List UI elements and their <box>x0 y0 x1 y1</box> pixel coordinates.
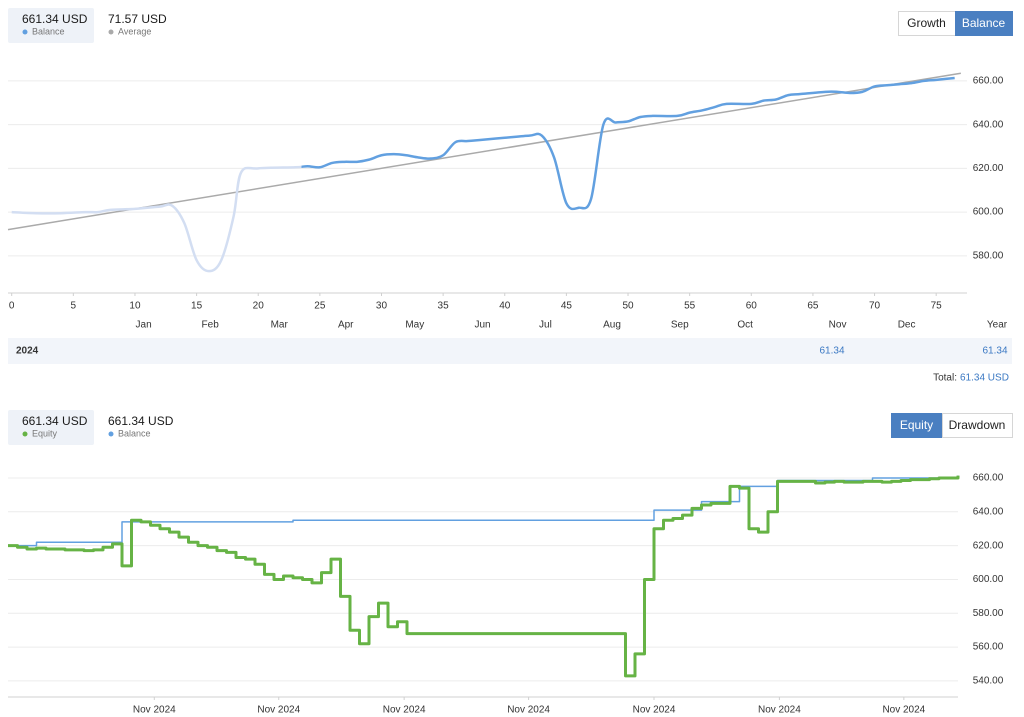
series-line <box>8 475 960 678</box>
y-tick-label: 620.00 <box>973 540 1004 551</box>
x-tick-label: 45 <box>561 301 573 312</box>
stat-value: 661.34 USD <box>22 12 88 26</box>
legend-label: Average <box>118 26 151 36</box>
x-tick-label: 40 <box>499 301 511 312</box>
tab-button-label[interactable]: Balance <box>962 16 1006 30</box>
x-tick-label: 0 <box>9 301 15 312</box>
tab-button-label[interactable]: Drawdown <box>949 418 1006 432</box>
stat-value: 661.34 USD <box>108 414 174 428</box>
table-header: Year <box>987 320 1008 331</box>
month-label: Dec <box>898 320 916 331</box>
month-label: Apr <box>338 320 354 331</box>
stat-box <box>8 8 94 43</box>
x-tick-label: 60 <box>746 301 758 312</box>
tab-button-label[interactable]: Equity <box>900 418 933 432</box>
tab-button-label[interactable]: Growth <box>907 16 946 30</box>
y-tick-label: 660.00 <box>973 473 1004 484</box>
x-tick-label: Nov 2024 <box>507 705 550 716</box>
legend-dot <box>108 29 114 35</box>
y-tick-label: 640.00 <box>973 506 1004 517</box>
x-tick-label: 50 <box>622 301 634 312</box>
x-tick-label: 75 <box>931 301 943 312</box>
x-tick-label: 35 <box>438 301 450 312</box>
y-tick-label: 640.00 <box>973 119 1004 130</box>
x-tick-label: 10 <box>129 301 141 312</box>
x-tick-label: Nov 2024 <box>383 705 426 716</box>
x-tick-label: Nov 2024 <box>633 705 676 716</box>
y-tick-label: 660.00 <box>973 76 1004 87</box>
legend-label: Equity <box>32 428 58 438</box>
table-row <box>8 338 1012 364</box>
month-label: Jan <box>136 320 152 331</box>
month-label: Aug <box>603 320 621 331</box>
legend-label: Balance <box>32 26 65 36</box>
table-cell: 61.34 <box>982 346 1007 357</box>
y-tick-label: 560.00 <box>973 642 1004 653</box>
x-tick-label: 15 <box>191 301 203 312</box>
stat-box <box>8 410 94 445</box>
tab-button[interactable] <box>942 413 1013 438</box>
row-label: 2024 <box>16 346 39 357</box>
month-label: May <box>405 320 424 331</box>
x-tick-label: 30 <box>376 301 388 312</box>
legend-dot <box>108 431 114 437</box>
month-label: Sep <box>671 320 689 331</box>
month-label: Oct <box>737 320 753 331</box>
x-tick-label: Nov 2024 <box>758 705 801 716</box>
series-line <box>7 72 961 231</box>
x-tick-label: 65 <box>807 301 819 312</box>
x-tick-label: Nov 2024 <box>133 705 176 716</box>
stat-value: 661.34 USD <box>22 414 88 428</box>
series-line <box>8 475 959 547</box>
y-tick-label: 580.00 <box>973 608 1004 619</box>
month-label: Jul <box>539 320 552 331</box>
legend-dot <box>22 29 28 35</box>
legend-label: Balance <box>118 428 151 438</box>
total-label: Total: <box>933 373 957 384</box>
month-label: Feb <box>202 320 220 331</box>
x-tick-label: 70 <box>869 301 881 312</box>
x-tick-label: Nov 2024 <box>882 705 925 716</box>
y-tick-label: 580.00 <box>973 250 1004 261</box>
month-label: Mar <box>271 320 289 331</box>
x-tick-label: 20 <box>253 301 265 312</box>
y-tick-label: 600.00 <box>973 574 1004 585</box>
stat-value: 71.57 USD <box>108 12 167 26</box>
x-tick-label: 55 <box>684 301 696 312</box>
x-tick-label: 5 <box>71 301 77 312</box>
table-cell: 61.34 <box>819 346 844 357</box>
month-label: Nov <box>829 320 847 331</box>
x-tick-label: Nov 2024 <box>257 705 300 716</box>
month-label: Jun <box>475 320 491 331</box>
tab-button[interactable] <box>891 413 943 438</box>
legend-dot <box>22 431 28 437</box>
total-value: 61.34 USD <box>960 373 1009 384</box>
series-line <box>11 76 955 273</box>
y-tick-label: 620.00 <box>973 163 1004 174</box>
y-tick-label: 540.00 <box>973 676 1004 687</box>
x-tick-label: 25 <box>314 301 326 312</box>
y-tick-label: 600.00 <box>973 207 1004 218</box>
tab-button[interactable] <box>955 11 1013 36</box>
